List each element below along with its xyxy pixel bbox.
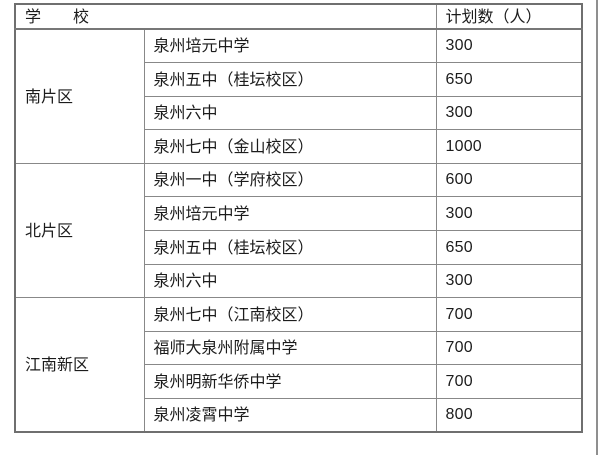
plan-count-cell: 800 bbox=[435, 398, 583, 433]
table-row: 泉州六中 300 bbox=[15, 263, 583, 299]
plan-count-cell: 700 bbox=[435, 364, 583, 400]
region-cell-north: 北片区 bbox=[14, 162, 145, 299]
plan-count-cell: 700 bbox=[435, 297, 583, 332]
table-row: 泉州六中 300 bbox=[15, 95, 583, 131]
table-row: 南片区 泉州培元中学 300 bbox=[14, 28, 583, 164]
plan-count-cell: 300 bbox=[435, 196, 583, 232]
school-cell: 泉州培元中学 bbox=[143, 28, 437, 64]
table-row: 泉州培元中学 300 bbox=[15, 196, 583, 232]
region-cell-south: 南片区 bbox=[14, 28, 145, 164]
plan-count-cell: 650 bbox=[435, 230, 583, 265]
school-cell: 泉州明新华侨中学 bbox=[143, 364, 437, 400]
table-row: 泉州七中（金山校区） 1000 bbox=[15, 129, 583, 164]
table-row: 江南新区 泉州七中（江南校区） 700 bbox=[14, 297, 583, 433]
school-cell: 泉州培元中学 bbox=[143, 196, 437, 232]
plan-count-cell: 600 bbox=[435, 162, 583, 198]
school-cell: 泉州凌霄中学 bbox=[143, 398, 437, 433]
school-column-header: 学 校 bbox=[14, 3, 437, 30]
school-cell: 福师大泉州附属中学 bbox=[143, 330, 437, 366]
plan-count-cell: 700 bbox=[435, 330, 583, 366]
table-header-row: 学 校 计划数（人） bbox=[14, 3, 583, 30]
school-cell: 泉州六中 bbox=[143, 263, 437, 299]
table-row: 泉州五中（桂坛校区） 650 bbox=[15, 62, 583, 97]
page-edge-line bbox=[596, 0, 598, 455]
plan-count-cell: 300 bbox=[435, 95, 583, 131]
school-cell: 泉州六中 bbox=[143, 95, 437, 131]
table-row: 福师大泉州附属中学 700 bbox=[15, 330, 583, 366]
plan-count-cell: 650 bbox=[435, 62, 583, 97]
plan-count-cell: 300 bbox=[435, 28, 583, 64]
admission-plan-table: 学 校 计划数（人） 南片区 泉州培元中学 300 泉州五中（桂坛校区） 650… bbox=[14, 3, 584, 434]
school-cell: 泉州五中（桂坛校区） bbox=[143, 62, 437, 97]
table-row: 北片区 泉州一中（学府校区） 600 bbox=[14, 162, 583, 299]
plan-count-cell: 300 bbox=[435, 263, 583, 299]
plan-count-column-header: 计划数（人） bbox=[435, 3, 583, 30]
table-row: 泉州明新华侨中学 700 bbox=[15, 364, 583, 400]
school-cell: 泉州五中（桂坛校区） bbox=[143, 230, 437, 265]
school-cell: 泉州一中（学府校区） bbox=[143, 162, 437, 198]
table-row: 泉州五中（桂坛校区） 650 bbox=[15, 230, 583, 265]
school-cell: 泉州七中（金山校区） bbox=[143, 129, 437, 164]
table-row: 泉州凌霄中学 800 bbox=[15, 398, 583, 433]
school-cell: 泉州七中（江南校区） bbox=[143, 297, 437, 332]
region-cell-jiangnan: 江南新区 bbox=[14, 297, 145, 433]
plan-count-cell: 1000 bbox=[435, 129, 583, 164]
